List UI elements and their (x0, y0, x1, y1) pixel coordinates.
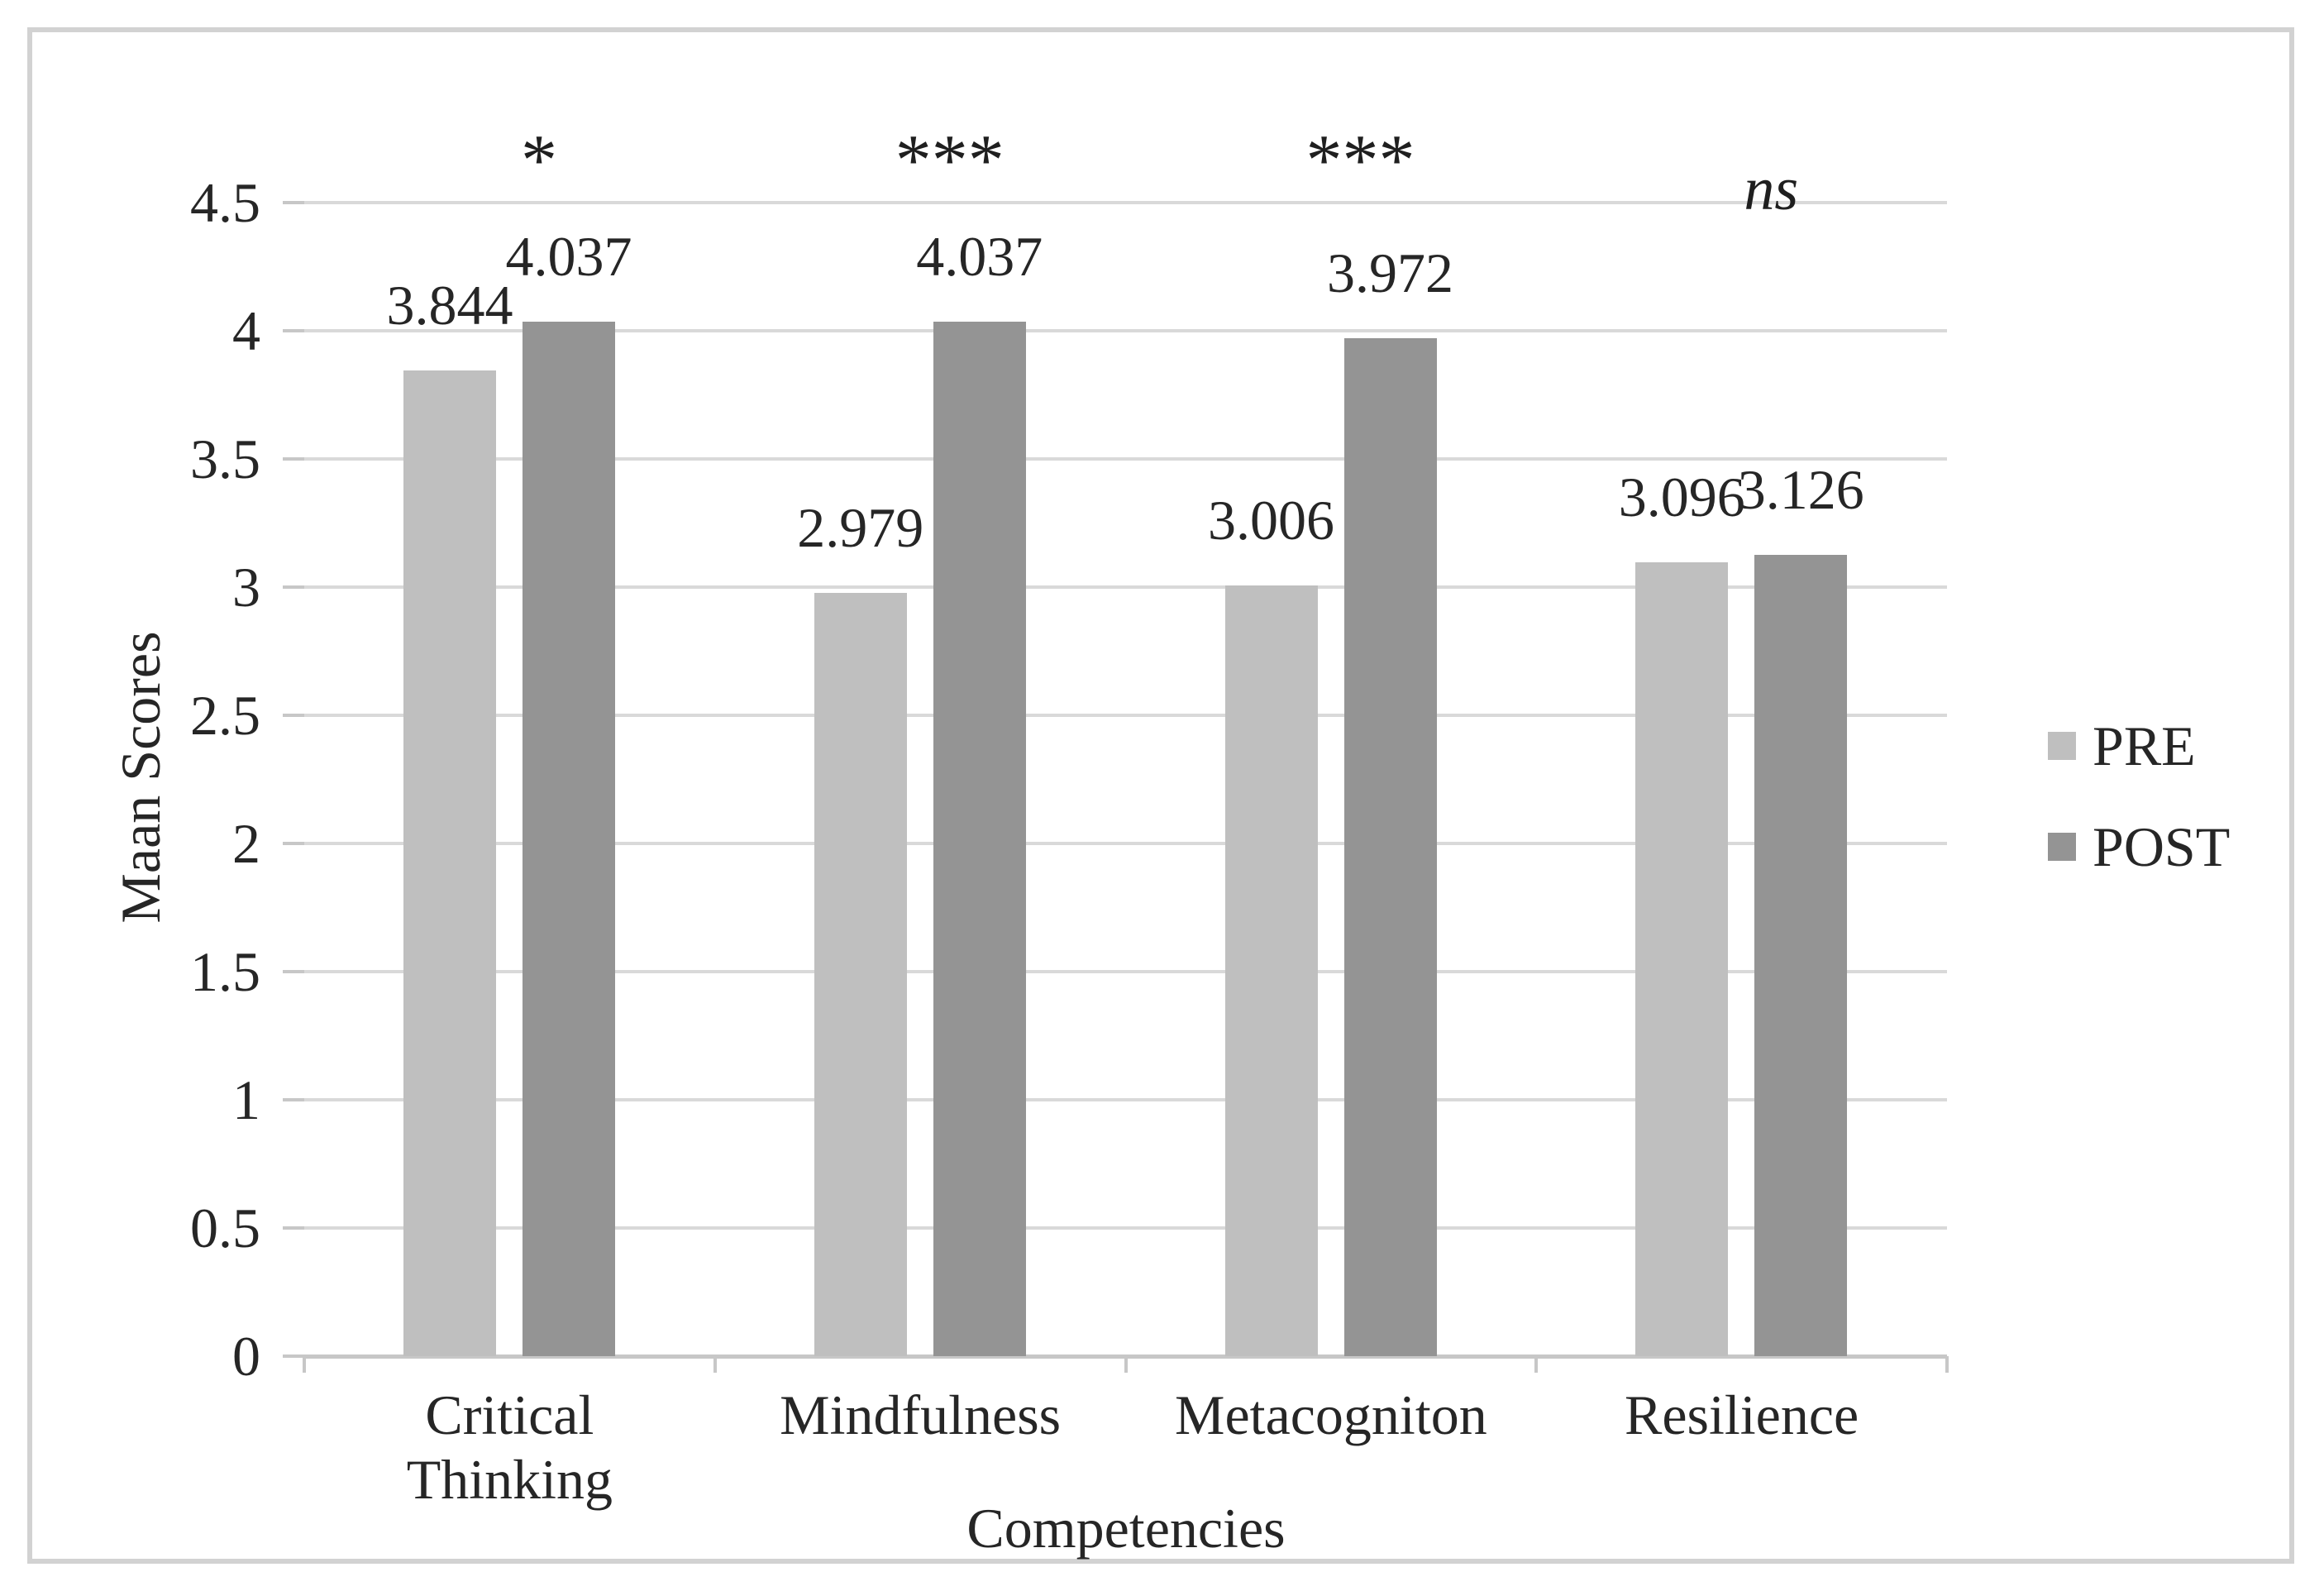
gridline-2 (304, 842, 1947, 845)
y-tick-label: 1 (232, 1068, 260, 1131)
bar-pre-mindfulness (814, 592, 907, 1356)
bar-post-resilience (1754, 554, 1848, 1356)
gridline-4.5 (304, 201, 1947, 204)
value-label-pre-resilience: 3.096 (1618, 466, 1745, 529)
y-tick-label: 4.5 (190, 171, 260, 234)
bar-post-critical-thinking (523, 321, 615, 1356)
bar-pre-critical-thinking (403, 370, 496, 1356)
y-axis-tick (283, 842, 304, 845)
bar-pre-resilience (1635, 562, 1729, 1356)
value-label-post-critical-thinking: 4.037 (505, 224, 632, 288)
category-label-critical-thinking: Critical Thinking (406, 1383, 613, 1511)
y-axis-tick (283, 970, 304, 973)
y-tick-label: 1.5 (190, 940, 260, 1003)
chart-border (27, 27, 2294, 1564)
gridline-1 (304, 1098, 1947, 1101)
y-tick-label: 2.5 (190, 684, 260, 747)
y-axis-tick (283, 1226, 304, 1230)
gridline-0.5 (304, 1226, 1947, 1230)
x-axis-title: Competencies (966, 1497, 1286, 1560)
legend-swatch-post (2048, 833, 2076, 861)
y-axis-tick (283, 714, 304, 717)
y-axis-tick (283, 585, 304, 589)
value-label-pre-mindfulness: 2.979 (797, 495, 924, 559)
bar-pre-metacogniton (1224, 585, 1318, 1356)
bar-post-mindfulness (933, 321, 1026, 1356)
y-axis-title: Maan Scores (109, 631, 172, 924)
y-tick-label: 0 (232, 1325, 260, 1388)
significance-marker-critical-thinking: * (521, 121, 557, 201)
y-axis-tick (283, 1354, 304, 1358)
y-tick-label: 3.5 (190, 428, 260, 490)
gridline-2.5 (304, 714, 1947, 717)
legend-swatch-pre (2048, 732, 2076, 760)
bar-post-metacogniton (1343, 337, 1437, 1356)
y-axis-tick (283, 201, 304, 204)
x-axis-tick (713, 1356, 717, 1373)
value-label-post-mindfulness: 4.037 (916, 224, 1043, 288)
value-label-pre-critical-thinking: 3.844 (386, 274, 513, 337)
x-axis-tick (303, 1356, 306, 1373)
x-axis-tick (1124, 1356, 1128, 1373)
y-tick-label: 0.5 (190, 1197, 260, 1259)
legend-label-post: POST (2093, 815, 2231, 878)
significance-marker-mindfulness: *** (895, 121, 1005, 201)
y-tick-label: 3 (232, 556, 260, 619)
gridline-1.5 (304, 970, 1947, 973)
value-label-pre-metacogniton: 3.006 (1208, 489, 1334, 552)
significance-marker-metacogniton: *** (1305, 121, 1415, 201)
value-label-post-metacogniton: 3.972 (1327, 241, 1453, 304)
gridline-3 (304, 585, 1947, 589)
y-axis-tick (283, 1098, 304, 1101)
x-axis-tick (1534, 1356, 1539, 1373)
category-label-mindfulness: Mindfulness (780, 1383, 1062, 1446)
y-axis-tick (283, 457, 304, 461)
y-axis-tick (283, 329, 304, 332)
legend-label-pre: PRE (2093, 714, 2196, 777)
y-tick-label: 4 (232, 299, 260, 362)
y-tick-label: 2 (232, 812, 260, 875)
gridline-3.5 (304, 457, 1947, 461)
x-axis-tick (1945, 1356, 1949, 1373)
category-label-metacogniton: Metacogniton (1175, 1383, 1487, 1446)
significance-marker-resilience: ns (1744, 155, 1799, 223)
value-label-post-resilience: 3.126 (1737, 457, 1864, 521)
legend-item-pre: PRE (2048, 711, 2196, 781)
category-label-resilience: Resilience (1625, 1383, 1859, 1446)
gridline-4 (304, 329, 1947, 332)
legend-item-post: POST (2048, 812, 2230, 882)
